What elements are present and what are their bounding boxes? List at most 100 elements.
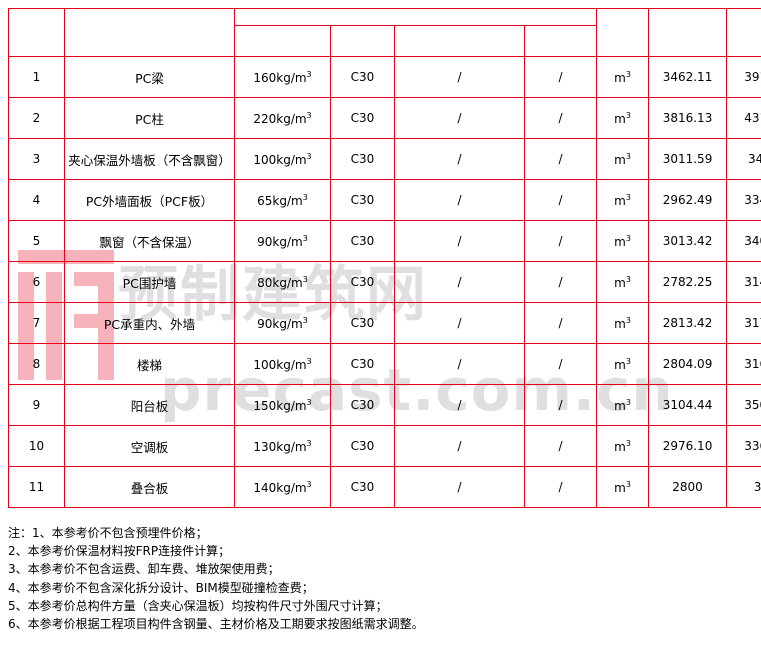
cell-price-incl-tax: 3164 bbox=[727, 467, 761, 508]
cell-concrete: C30 bbox=[331, 221, 395, 262]
cell-remark: / bbox=[525, 139, 597, 180]
table-row: 3夹心保温外墙板（不含飘窗）100kg/m3C30//m33011.593403… bbox=[9, 139, 761, 180]
cell-steel-content: 65kg/m3 bbox=[235, 180, 331, 221]
cell-concrete: C30 bbox=[331, 262, 395, 303]
cell-price-incl-tax: 3347.61 bbox=[727, 180, 761, 221]
cell-concrete: C30 bbox=[331, 57, 395, 98]
cell-price-excl-tax: 3104.44 bbox=[649, 385, 727, 426]
sleeve-line2: 半灌浆套筒 bbox=[395, 41, 524, 56]
cell-price-incl-tax: 3168.62 bbox=[727, 344, 761, 385]
cell-unit: m3 bbox=[597, 180, 649, 221]
cell-price-excl-tax: 2800 bbox=[649, 467, 727, 508]
note-line: 4、本参考价不包含深化拆分设计、BIM模型碰撞检查费； bbox=[8, 579, 753, 597]
cell-price-excl-tax: 3011.59 bbox=[649, 139, 727, 180]
cell-concrete: C30 bbox=[331, 344, 395, 385]
cell-component-name: PC围护墙 bbox=[65, 262, 235, 303]
cell-component-name: PC梁 bbox=[65, 57, 235, 98]
cell-sleeve: / bbox=[395, 98, 525, 139]
cell-steel-content: 160kg/m3 bbox=[235, 57, 331, 98]
cell-sleeve: / bbox=[395, 467, 525, 508]
table-row: 4PC外墙面板（PCF板）65kg/m3C30//m32962.493347.6… bbox=[9, 180, 761, 221]
col-seq: 序号 bbox=[9, 9, 65, 57]
cell-sleeve: / bbox=[395, 180, 525, 221]
cell-remark: / bbox=[525, 344, 597, 385]
note-line: 5、本参考价总构件方量（含夹心保温板）均按构件尺寸外围尺寸计算； bbox=[8, 597, 753, 615]
cell-component-name: PC承重内、外墙 bbox=[65, 303, 235, 344]
cell-steel-content: 130kg/m3 bbox=[235, 426, 331, 467]
cell-remark: / bbox=[525, 98, 597, 139]
col-price-incl-tax: 含税价 （13%税 率） bbox=[727, 9, 761, 57]
cell-concrete: C30 bbox=[331, 303, 395, 344]
price-incl-tax-line3: 率） bbox=[727, 40, 761, 55]
col-steel-content: 含钢量 bbox=[235, 26, 331, 57]
cell-seq: 3 bbox=[9, 139, 65, 180]
table-body: 1PC梁160kg/m3C30//m33462.113912.182PC柱220… bbox=[9, 57, 761, 508]
document-page: 预制建筑网 precast.com.cn 序号 构件名称 规格型号 单位 除税价… bbox=[0, 8, 761, 652]
cell-seq: 2 bbox=[9, 98, 65, 139]
cell-steel-content: 90kg/m3 bbox=[235, 221, 331, 262]
cell-price-excl-tax: 2962.49 bbox=[649, 180, 727, 221]
cell-sleeve: / bbox=[395, 426, 525, 467]
cell-remark: / bbox=[525, 467, 597, 508]
cell-unit: m3 bbox=[597, 139, 649, 180]
cell-price-excl-tax: 2782.25 bbox=[649, 262, 727, 303]
cell-steel-content: 100kg/m3 bbox=[235, 344, 331, 385]
col-remark: 备注 bbox=[525, 26, 597, 57]
cell-sleeve: / bbox=[395, 303, 525, 344]
cell-remark: / bbox=[525, 426, 597, 467]
cell-sleeve: / bbox=[395, 344, 525, 385]
cell-price-excl-tax: 3816.13 bbox=[649, 98, 727, 139]
note-line: 6、本参考价根据工程项目构件含钢量、主材价格及工期要求按图纸需求调整。 bbox=[8, 615, 753, 633]
cell-component-name: 空调板 bbox=[65, 426, 235, 467]
cell-concrete: C30 bbox=[331, 385, 395, 426]
cell-seq: 5 bbox=[9, 221, 65, 262]
cell-price-incl-tax: 3508.02 bbox=[727, 385, 761, 426]
cell-remark: / bbox=[525, 180, 597, 221]
cell-unit: m3 bbox=[597, 98, 649, 139]
cell-price-excl-tax: 2804.09 bbox=[649, 344, 727, 385]
cell-remark: / bbox=[525, 57, 597, 98]
col-price-excl-tax: 除税价 bbox=[649, 9, 727, 57]
cell-component-name: 飘窗（不含保温） bbox=[65, 221, 235, 262]
cell-remark: / bbox=[525, 221, 597, 262]
price-incl-tax-line2: （13%税 bbox=[727, 25, 761, 40]
cell-steel-content: 90kg/m3 bbox=[235, 303, 331, 344]
cell-seq: 11 bbox=[9, 467, 65, 508]
col-spec-model: 规格型号 bbox=[235, 9, 597, 26]
cell-remark: / bbox=[525, 385, 597, 426]
cell-unit: m3 bbox=[597, 303, 649, 344]
cell-component-name: 夹心保温外墙板（不含飘窗） bbox=[65, 139, 235, 180]
cell-price-incl-tax: 4312.23 bbox=[727, 98, 761, 139]
cell-concrete: C30 bbox=[331, 98, 395, 139]
cell-component-name: PC外墙面板（PCF板） bbox=[65, 180, 235, 221]
cell-seq: 8 bbox=[9, 344, 65, 385]
sleeve-line1: 套筒 bbox=[395, 26, 524, 41]
note-line: 2、本参考价保温材料按FRP连接件计算； bbox=[8, 542, 753, 560]
cell-steel-content: 80kg/m3 bbox=[235, 262, 331, 303]
cell-sleeve: / bbox=[395, 221, 525, 262]
cell-unit: m3 bbox=[597, 385, 649, 426]
cell-steel-content: 140kg/m3 bbox=[235, 467, 331, 508]
cell-steel-content: 220kg/m3 bbox=[235, 98, 331, 139]
cell-seq: 4 bbox=[9, 180, 65, 221]
cell-concrete: C30 bbox=[331, 426, 395, 467]
cell-sleeve: / bbox=[395, 139, 525, 180]
cell-price-excl-tax: 2976.10 bbox=[649, 426, 727, 467]
cell-seq: 9 bbox=[9, 385, 65, 426]
header-row-1: 序号 构件名称 规格型号 单位 除税价 含税价 （13%税 率） bbox=[9, 9, 761, 26]
cell-sleeve: / bbox=[395, 57, 525, 98]
cell-unit: m3 bbox=[597, 426, 649, 467]
cell-price-incl-tax: 3405.16 bbox=[727, 221, 761, 262]
cell-seq: 10 bbox=[9, 426, 65, 467]
cell-sleeve: / bbox=[395, 385, 525, 426]
cell-price-incl-tax: 3143.94 bbox=[727, 262, 761, 303]
cell-unit: m3 bbox=[597, 344, 649, 385]
col-sleeve: 套筒 半灌浆套筒 bbox=[395, 26, 525, 57]
col-component-name: 构件名称 bbox=[65, 9, 235, 57]
